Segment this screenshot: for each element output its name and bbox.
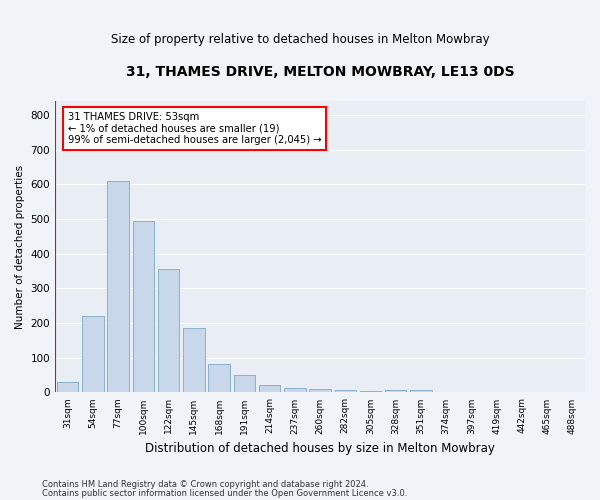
Text: Contains public sector information licensed under the Open Government Licence v3: Contains public sector information licen… <box>42 488 407 498</box>
Bar <box>107 181 129 392</box>
Bar <box>335 390 356 392</box>
Bar <box>82 316 104 392</box>
Y-axis label: Number of detached properties: Number of detached properties <box>15 164 25 329</box>
X-axis label: Distribution of detached houses by size in Melton Mowbray: Distribution of detached houses by size … <box>145 442 495 455</box>
Bar <box>133 220 154 392</box>
Bar <box>233 375 255 392</box>
Bar <box>360 390 381 392</box>
Text: Contains HM Land Registry data © Crown copyright and database right 2024.: Contains HM Land Registry data © Crown c… <box>42 480 368 489</box>
Bar <box>158 270 179 392</box>
Text: 31 THAMES DRIVE: 53sqm
← 1% of detached houses are smaller (19)
99% of semi-deta: 31 THAMES DRIVE: 53sqm ← 1% of detached … <box>68 112 321 146</box>
Bar <box>57 382 79 392</box>
Bar <box>259 385 280 392</box>
Bar <box>208 364 230 392</box>
Bar <box>309 389 331 392</box>
Bar <box>385 390 406 392</box>
Bar <box>183 328 205 392</box>
Title: 31, THAMES DRIVE, MELTON MOWBRAY, LE13 0DS: 31, THAMES DRIVE, MELTON MOWBRAY, LE13 0… <box>126 65 514 79</box>
Bar <box>410 390 431 392</box>
Bar <box>284 388 305 392</box>
Text: Size of property relative to detached houses in Melton Mowbray: Size of property relative to detached ho… <box>110 32 490 46</box>
